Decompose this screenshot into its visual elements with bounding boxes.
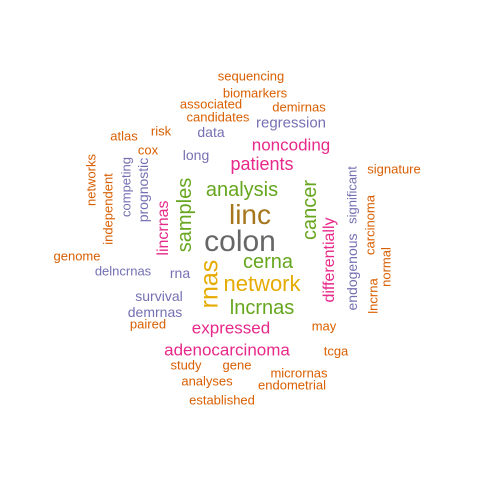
cloud-word-sequencing: sequencing [217, 68, 285, 84]
cloud-word-noncoding: noncoding [251, 135, 331, 155]
cloud-word-may: may [311, 318, 337, 334]
cloud-word-atlas: atlas [110, 128, 138, 144]
cloud-word-expressed: expressed [191, 318, 271, 338]
cloud-word-cerna: cerna [242, 251, 294, 273]
cloud-word-significant: significant [344, 166, 360, 224]
cloud-word-signature: signature [367, 161, 421, 177]
cloud-word-linc: linc [228, 199, 272, 230]
cloud-word-demirnas: demirnas [272, 99, 326, 115]
cloud-word-established: established [189, 392, 255, 408]
cloud-word-carcinoma: carcinoma [362, 195, 378, 255]
cloud-word-network: network [223, 271, 301, 296]
cloud-word-differentially: differentially [321, 217, 338, 303]
cloud-word-lncrnas: lncrnas [229, 297, 295, 319]
cloud-word-gene: gene [222, 357, 252, 373]
cloud-word-cancer: cancer [299, 179, 321, 241]
cloud-word-delncrnas: delncrnas [94, 263, 152, 279]
cloud-word-normal: normal [378, 247, 394, 287]
cloud-word-paired: paired [129, 316, 167, 332]
cloud-word-lincrnas: lincrnas [155, 200, 172, 256]
cloud-word-study: study [170, 357, 202, 373]
cloud-word-rnas: rnas [195, 259, 224, 309]
cloud-word-candidates: candidates [186, 109, 250, 125]
cloud-word-demrnas: demrnas [127, 304, 183, 320]
cloud-word-endogenous: endogenous [344, 233, 360, 311]
cloud-word-samples: samples [174, 177, 196, 253]
cloud-word-tcga: tcga [323, 343, 349, 359]
cloud-word-colon: colon [204, 225, 276, 258]
cloud-word-adenocarcinoma: adenocarcinoma [164, 340, 290, 360]
cloud-word-risk: risk [150, 123, 172, 139]
cloud-word-data: data [197, 124, 225, 140]
cloud-word-endometrial: endometrial [258, 377, 326, 393]
cloud-word-biomarkers: biomarkers [222, 85, 288, 101]
cloud-word-patients: patients [230, 154, 294, 174]
cloud-word-independent: independent [100, 173, 116, 245]
cloud-word-genome: genome [53, 248, 101, 264]
cloud-word-associated: associated [179, 96, 243, 112]
cloud-word-micrornas: micrornas [270, 365, 328, 381]
cloud-word-analyses: analyses [181, 373, 233, 389]
cloud-word-competing: competing [118, 157, 134, 217]
cloud-word-cox: cox [137, 142, 159, 158]
cloud-word-prognostic: prognostic [135, 157, 151, 223]
cloud-word-networks: networks [83, 153, 99, 207]
cloud-word-regression: regression [255, 114, 327, 132]
cloud-word-analysis: analysis [205, 179, 279, 201]
cloud-word-long: long [182, 147, 210, 163]
cloud-word-survival: survival [135, 288, 183, 304]
cloud-word-rna: rna [169, 265, 191, 281]
